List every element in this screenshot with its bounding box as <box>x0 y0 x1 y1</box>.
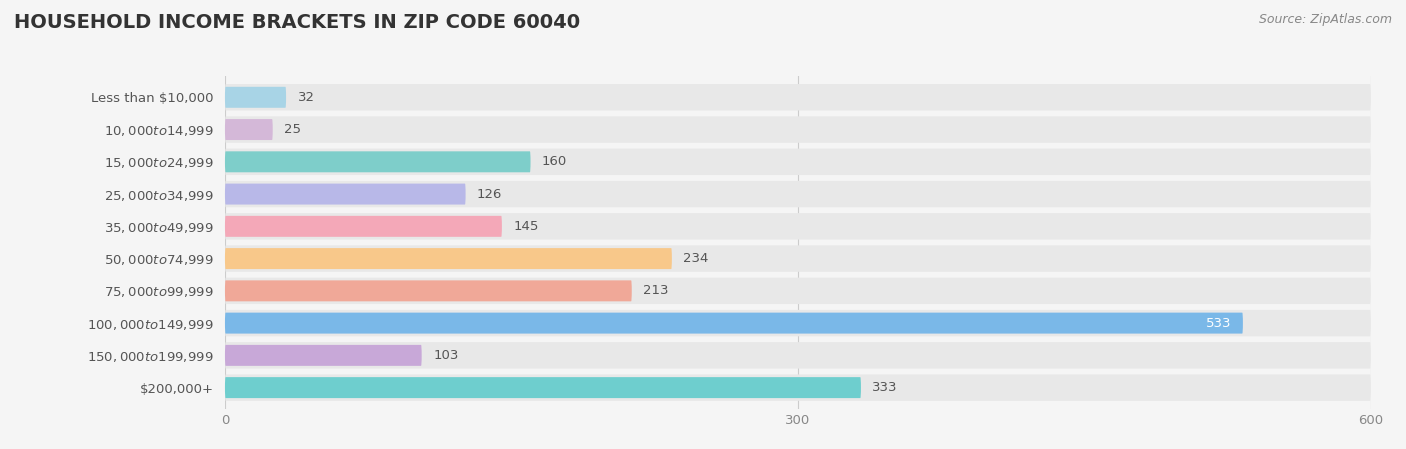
FancyBboxPatch shape <box>225 213 1371 240</box>
FancyBboxPatch shape <box>225 245 1371 272</box>
FancyBboxPatch shape <box>225 277 1371 304</box>
Text: 160: 160 <box>541 155 567 168</box>
FancyBboxPatch shape <box>225 374 1371 401</box>
FancyBboxPatch shape <box>225 216 502 237</box>
FancyBboxPatch shape <box>225 151 530 172</box>
FancyBboxPatch shape <box>225 84 1371 110</box>
FancyBboxPatch shape <box>225 377 860 398</box>
FancyBboxPatch shape <box>225 310 1371 336</box>
FancyBboxPatch shape <box>225 181 1371 207</box>
FancyBboxPatch shape <box>225 87 285 108</box>
FancyBboxPatch shape <box>225 119 273 140</box>
FancyBboxPatch shape <box>225 149 1371 175</box>
Text: 103: 103 <box>433 349 458 362</box>
FancyBboxPatch shape <box>225 313 1243 334</box>
FancyBboxPatch shape <box>225 184 465 205</box>
Text: 32: 32 <box>298 91 315 104</box>
Text: 333: 333 <box>872 381 898 394</box>
Text: 213: 213 <box>643 284 669 297</box>
FancyBboxPatch shape <box>225 345 422 366</box>
Text: 25: 25 <box>284 123 301 136</box>
FancyBboxPatch shape <box>225 280 631 301</box>
Text: 533: 533 <box>1206 317 1232 330</box>
FancyBboxPatch shape <box>225 342 1371 369</box>
FancyBboxPatch shape <box>225 248 672 269</box>
Text: HOUSEHOLD INCOME BRACKETS IN ZIP CODE 60040: HOUSEHOLD INCOME BRACKETS IN ZIP CODE 60… <box>14 13 581 32</box>
Text: 145: 145 <box>513 220 538 233</box>
FancyBboxPatch shape <box>225 116 1371 143</box>
Text: 234: 234 <box>683 252 709 265</box>
Text: Source: ZipAtlas.com: Source: ZipAtlas.com <box>1258 13 1392 26</box>
Text: 126: 126 <box>477 188 502 201</box>
